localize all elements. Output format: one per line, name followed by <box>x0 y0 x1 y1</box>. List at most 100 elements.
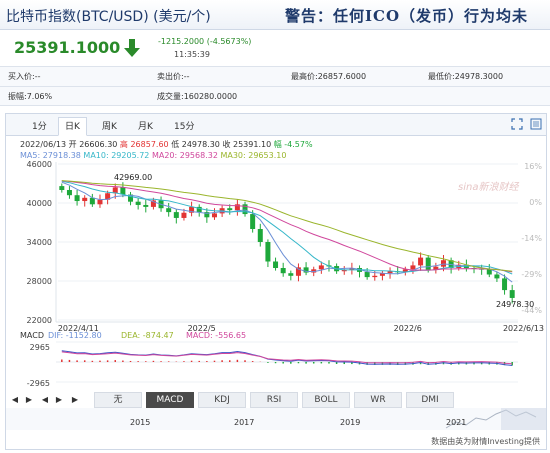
ma-line <box>61 180 513 272</box>
candle <box>128 194 134 202</box>
dea-line <box>61 351 513 365</box>
ohlc-date: 2022/06/13 <box>20 140 67 149</box>
data-source: 数据由英为财情Investing提供 <box>431 437 540 446</box>
current-price: 25391.1000 <box>14 38 121 57</box>
x-tick-label: 2022/5 <box>188 324 216 333</box>
candle <box>89 197 95 205</box>
candle <box>211 213 217 218</box>
candle <box>509 290 515 298</box>
candle <box>486 269 492 275</box>
dif-line <box>61 350 513 366</box>
candle <box>143 204 149 207</box>
y-pct-label: 16% <box>524 162 542 171</box>
candle <box>59 186 65 190</box>
volume: 成交量:160280.0000 <box>157 92 238 101</box>
ohlc-close: 收 25391.10 <box>222 140 272 149</box>
candle <box>288 273 294 276</box>
indicator-dmi[interactable]: DMI <box>406 392 454 408</box>
reset-icon[interactable]: ▶ <box>71 395 79 404</box>
candle <box>204 212 210 218</box>
candle <box>66 190 72 196</box>
candle <box>105 193 111 200</box>
candle <box>166 208 172 213</box>
low-annotation: 24978.30 <box>496 300 534 309</box>
tab-1min[interactable]: 1分 <box>32 122 47 132</box>
timeline-selection[interactable] <box>501 408 546 430</box>
timeline-year: 2015 <box>130 418 150 427</box>
candle <box>440 260 446 267</box>
indicator-none[interactable]: 无 <box>94 392 142 408</box>
candle <box>311 269 317 273</box>
scroll-right-icon[interactable]: ▶ <box>25 395 33 404</box>
y-pct-label: 0% <box>529 198 542 207</box>
candle <box>135 201 141 205</box>
y-pct-label: -44% <box>521 306 542 315</box>
candle <box>372 275 378 278</box>
fullscreen-icon[interactable] <box>511 118 523 130</box>
indicator-kdj[interactable]: KDJ <box>198 392 246 408</box>
ma5-value: MA5: 27918.38 <box>20 151 81 160</box>
low-price: 最低价:24978.3000 <box>428 72 504 81</box>
watermark: sina新浪财经 <box>458 181 519 193</box>
candle <box>234 204 240 211</box>
candle <box>402 269 408 272</box>
candle <box>82 197 88 202</box>
candle <box>173 212 179 218</box>
x-tick-label: 2022/6/13 <box>503 324 544 333</box>
indicator-wr[interactable]: WR <box>354 392 402 408</box>
buy-price: 买入价:-- <box>8 72 41 81</box>
ohlc-high: 高 26857.60 <box>119 140 169 149</box>
candle <box>150 200 156 207</box>
candle <box>494 274 500 279</box>
stats-row: 买入价:-- 卖出价:-- 最高价:26857.6000 最低价:24978.3… <box>0 66 550 86</box>
ohlc-low: 低 24978.30 <box>171 140 220 149</box>
indicator-boll[interactable]: BOLL <box>302 392 350 408</box>
y-pct-label: -29% <box>521 270 542 279</box>
candle <box>196 206 202 213</box>
candle <box>349 268 355 270</box>
tab-weekly[interactable]: 周K <box>102 122 117 132</box>
x-tick-label: 2022/6 <box>394 324 422 333</box>
title-bar: 比特币指数(BTC/USD) (美元/个) 警告：任何ICO（发币）行为均未 <box>0 0 550 30</box>
candle <box>502 278 508 291</box>
scroll-left-icon[interactable]: ◀ <box>11 395 19 404</box>
candle <box>318 265 324 270</box>
candle <box>257 229 263 242</box>
indicator-rsi[interactable]: RSI <box>250 392 298 408</box>
zoom-out-icon[interactable]: ◀ <box>41 395 49 404</box>
ohlc-info: 2022/06/13 开 26606.30 高 26857.60 低 24978… <box>20 139 313 150</box>
price-change: -1215.2000 (-4.5673%) <box>158 37 252 46</box>
y-tick-label: 46000 <box>27 160 52 169</box>
tab-daily[interactable]: 日K <box>58 117 87 136</box>
macd-dea: DEA: -874.47 <box>121 331 174 340</box>
candlestick-chart[interactable]: sina新浪财经 46000 40000 34000 28000 22000 16% 0%… <box>6 114 546 449</box>
settings-icon[interactable] <box>530 118 542 130</box>
amplitude: 振幅:7.06% <box>8 92 53 101</box>
chart-panel: 1分 日K 周K 月K 15分 2022/06/13 开 26606.30 高 … <box>5 113 547 450</box>
tab-15min[interactable]: 15分 <box>174 122 195 132</box>
candle <box>74 195 80 202</box>
candle <box>303 267 309 273</box>
down-arrow-icon <box>124 39 140 57</box>
sell-price: 卖出价:-- <box>157 72 190 81</box>
ohlc-change: 幅 -4.57% <box>273 140 313 149</box>
quote-panel: 25391.1000 -1215.2000 (-4.5673%) 11:35:3… <box>0 30 550 66</box>
candle <box>418 257 424 266</box>
macd-value: MACD: -556.65 <box>186 331 246 340</box>
candle <box>410 265 416 270</box>
timeline-year: 2021 <box>446 418 466 427</box>
candle <box>120 187 126 195</box>
candle <box>227 208 233 211</box>
ma-line <box>61 181 513 283</box>
tab-monthly[interactable]: 月K <box>138 122 153 132</box>
indicator-macd[interactable]: MACD <box>146 392 194 408</box>
candle <box>295 267 301 276</box>
y-tick-label: 22000 <box>27 316 52 325</box>
ma-info: MA5: 27918.38 MA10: 29205.72 MA20: 29568… <box>20 151 286 160</box>
candle <box>181 212 187 218</box>
candle <box>379 273 385 276</box>
zoom-in-icon[interactable]: ▶ <box>55 395 63 404</box>
y-pct-label: -14% <box>521 234 542 243</box>
warning-banner: 警告：任何ICO（发币）行为均未 <box>285 7 529 25</box>
ma20-value: MA20: 29568.32 <box>151 151 218 160</box>
